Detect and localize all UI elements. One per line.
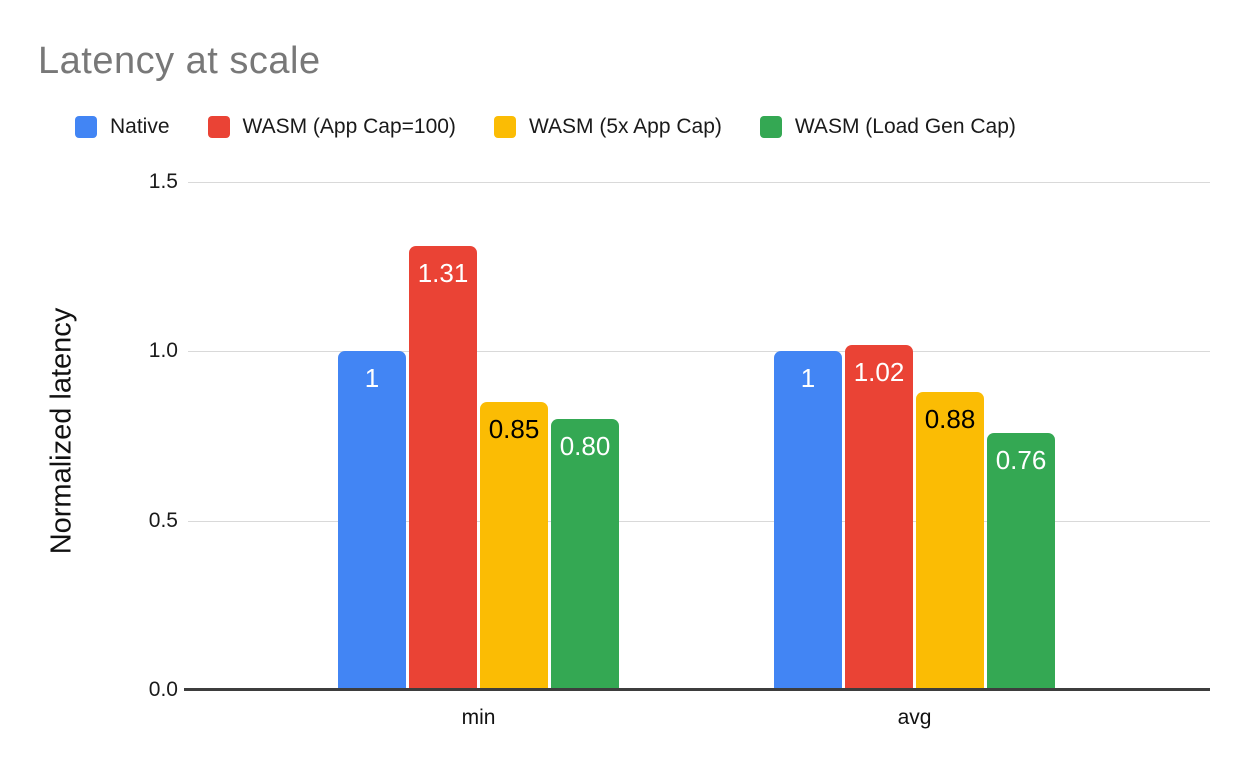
- gridline-0.5: [188, 521, 1210, 522]
- y-tick-label-0.0: 0.0: [148, 678, 178, 701]
- bar-group-min: 1 1.31 0.85 0.80 min: [338, 182, 619, 729]
- gridline-1.5: [188, 182, 1210, 183]
- legend-label: Native: [110, 115, 170, 138]
- legend-label: WASM (App Cap=100): [242, 115, 456, 138]
- legend-item-native: Native: [75, 115, 170, 139]
- legend-swatch-wasm-5x-app-cap: [493, 116, 516, 138]
- legend: Native WASM (App Cap=100) WASM (5x App C…: [75, 115, 1016, 139]
- bar-value-label: 0.88: [924, 404, 976, 434]
- chart-title: Latency at scale: [38, 40, 321, 82]
- y-tick-label-1.5: 1.5: [148, 170, 178, 193]
- bar-native-avg: 1: [774, 351, 842, 690]
- legend-swatch-wasm-app-cap-100: [207, 116, 230, 138]
- legend-item-wasm-5x-app-cap: WASM (5x App Cap): [493, 115, 722, 139]
- bar-value-label: 1: [800, 363, 816, 393]
- legend-item-wasm-load-gen-cap: WASM (Load Gen Cap): [759, 115, 1016, 139]
- bar-value-label: 1.31: [417, 258, 469, 288]
- legend-item-wasm-app-cap-100: WASM (App Cap=100): [207, 115, 456, 139]
- bar-value-label: 1.02: [853, 357, 905, 387]
- x-axis-label-min: min: [461, 706, 496, 729]
- y-tick-label-0.5: 0.5: [148, 509, 178, 532]
- legend-label: WASM (5x App Cap): [528, 115, 722, 138]
- plot-area: 1 1.31 0.85 0.80 min 1 1.02 0.88 0.76 avg: [184, 182, 1210, 729]
- y-tick-label-1.0: 1.0: [148, 339, 178, 362]
- bar-value-label: 0.85: [488, 414, 540, 444]
- legend-swatch-native: [75, 116, 97, 138]
- bar-wasm-app-cap-100-min: 1.31: [409, 246, 477, 690]
- legend-label: WASM (Load Gen Cap): [794, 115, 1016, 138]
- bar-wasm-load-gen-cap-min: 0.80: [551, 419, 619, 690]
- bar-value-label: 0.80: [559, 431, 611, 461]
- bar-wasm-load-gen-cap-avg: 0.76: [987, 433, 1055, 690]
- bar-wasm-5x-app-cap-avg: 0.88: [916, 392, 984, 690]
- legend-swatch-wasm-load-gen-cap: [759, 116, 782, 138]
- bar-wasm-5x-app-cap-min: 0.85: [480, 402, 548, 690]
- bar-group-avg: 1 1.02 0.88 0.76 avg: [774, 182, 1055, 729]
- x-axis-label-avg: avg: [897, 706, 932, 729]
- x-axis-line: [184, 688, 1210, 691]
- gridline-1.0: [188, 351, 1210, 352]
- bar-value-label: 1: [364, 363, 380, 393]
- bar-native-min: 1: [338, 351, 406, 690]
- bar-wasm-app-cap-100-avg: 1.02: [845, 345, 913, 690]
- bar-value-label: 0.76: [995, 445, 1047, 475]
